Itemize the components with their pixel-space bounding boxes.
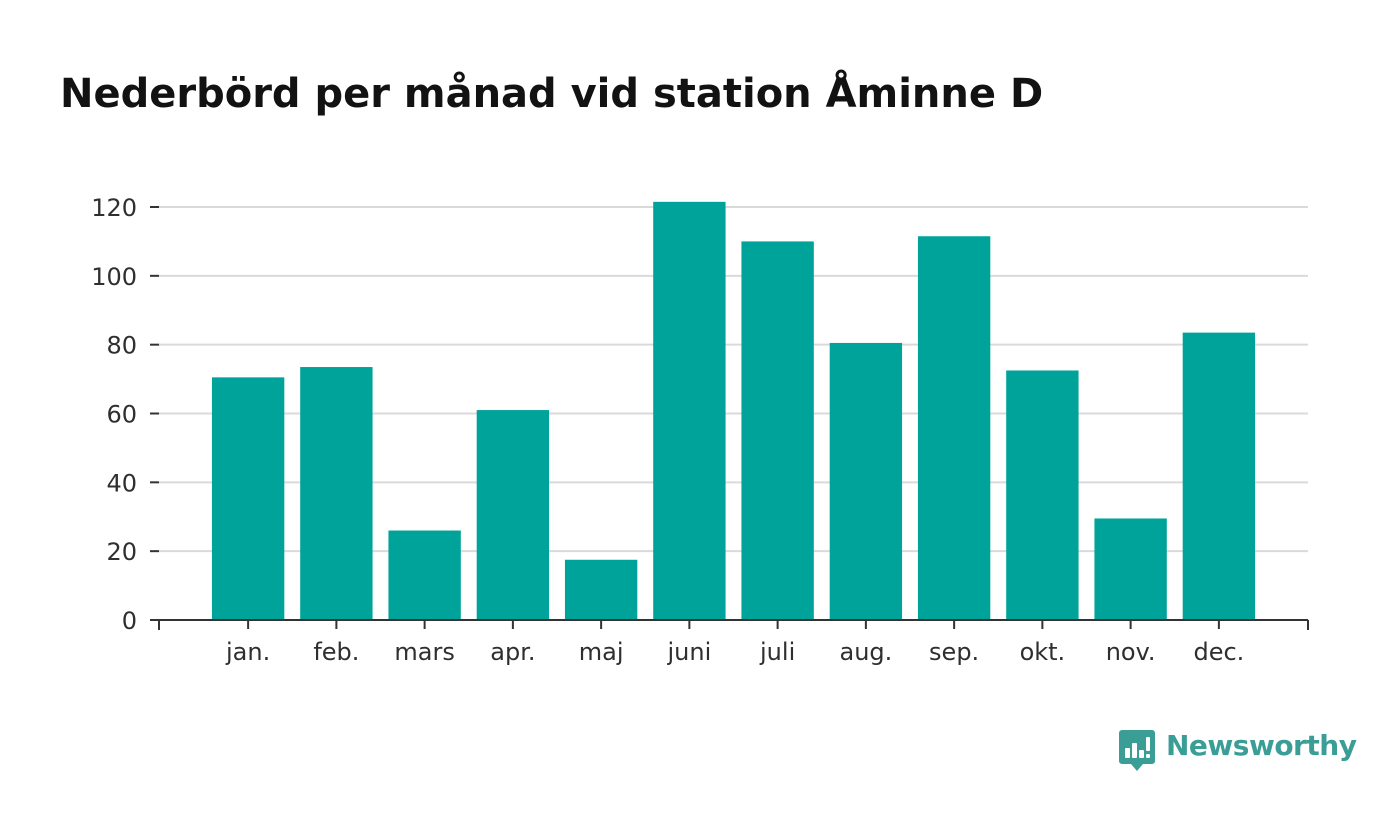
bars [211,201,1256,621]
chart-title: Nederbörd per månad vid station Åminne D [60,71,1044,117]
bar-sep [917,236,991,621]
bar-feb [300,367,373,620]
newsworthy-logo-text: Newsworthy [1166,729,1357,762]
bar-jan [211,377,285,620]
newsworthy-logo: Newsworthy [1118,728,1357,772]
bar-maj [564,559,638,620]
bar-dec [1182,332,1256,620]
bar-aug [829,342,903,620]
bar-apr [476,410,550,620]
newsworthy-logo-icon [1119,730,1155,771]
x-tick-label: aug. [839,638,892,666]
x-tick-label: nov. [1106,638,1156,666]
x-tick-label: juli [759,638,795,666]
bar-juni [653,201,726,620]
x-tick-label: sep. [929,638,979,666]
bar-mars [388,530,461,620]
x-tick-label: dec. [1193,638,1244,666]
x-tick-label: apr. [490,638,535,666]
tick-labels: 0 20 40 60 80 100 120 jan. feb. mars apr. maj juni ju… [91,194,1244,666]
x-tick-label: mars [394,638,454,666]
y-tick-label: 100 [91,263,137,291]
bar-nov [1094,518,1167,620]
y-tick-label: 80 [106,332,137,360]
y-tick-label: 0 [122,607,137,635]
x-tick-label: feb. [313,638,359,666]
y-tick-label: 40 [106,469,137,497]
y-tick-label: 60 [106,401,137,429]
x-tick-label: maj [579,638,624,666]
y-tick-label: 120 [91,194,137,222]
x-tick-label: okt. [1020,638,1066,666]
axes [150,206,1309,630]
bar-okt [1006,370,1079,620]
x-tick-label: juni [666,638,711,666]
bar-juli [741,241,814,620]
x-tick-label: jan. [225,638,270,666]
y-tick-label: 20 [106,538,137,566]
